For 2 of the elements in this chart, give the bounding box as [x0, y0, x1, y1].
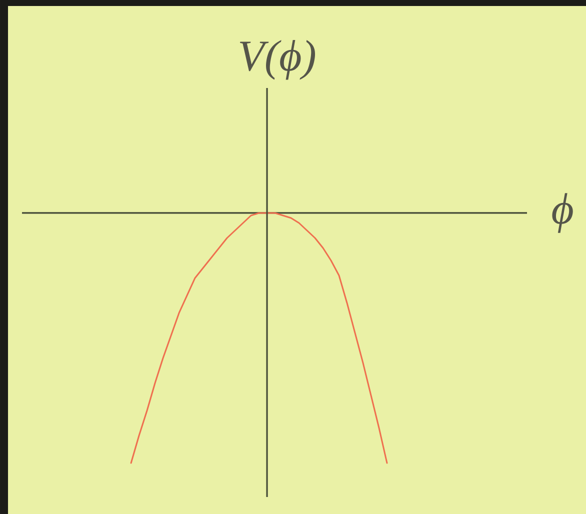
x-axis-title: ϕ — [552, 193, 573, 233]
y-axis-title: V(ϕ) — [240, 40, 316, 80]
